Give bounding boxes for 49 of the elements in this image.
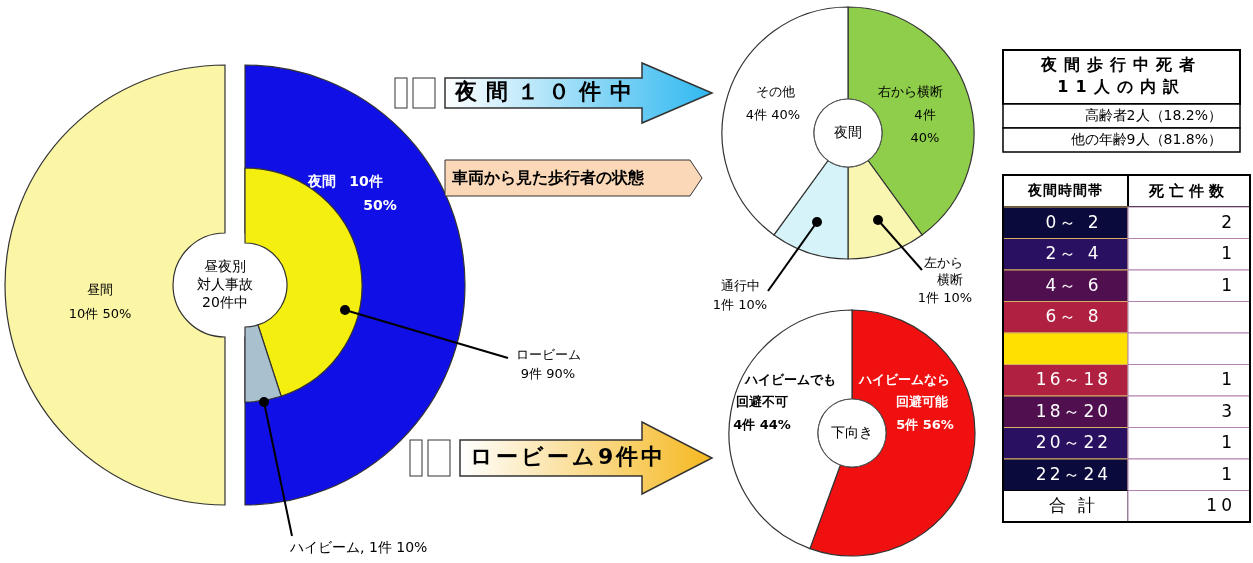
data-label: 1 [1221, 274, 1236, 295]
slice-label: ハイビームなら回避可能 [857, 371, 950, 409]
slice-label: 夜間 [307, 173, 336, 189]
slice-label: ハイビーム, 1件 10% [289, 539, 428, 555]
data-label: 10件 50% [349, 173, 397, 213]
category-label: 0～ 2 [1045, 211, 1102, 232]
data-label: 2 [1221, 211, 1236, 232]
text: ロービーム9件中 [470, 444, 667, 469]
data-label: 1 [1221, 463, 1236, 484]
data-label: 10件 50% [68, 305, 132, 321]
text: 他の年齢9人（81.8%） [1070, 131, 1222, 147]
data-label: 4件 44% [733, 416, 791, 432]
category-label: 2～ 4 [1045, 243, 1102, 264]
category-label: 20～22 [1035, 432, 1112, 453]
text: 20件中 [202, 294, 248, 310]
data-label: 10 [1206, 495, 1236, 516]
text: 高齢者2人（18.2%） [1084, 107, 1222, 123]
slice-label: ハイビームでも回避不可 [736, 371, 836, 409]
category-label: 18～20 [1035, 400, 1112, 421]
category-label: 22～24 [1035, 463, 1112, 484]
slice-label: 左から横断 [923, 254, 963, 287]
text: 下向き [831, 424, 873, 440]
data-label: 1件 10% [712, 296, 768, 312]
category-label: 合 計 [1049, 495, 1098, 516]
category-label: 4～ 6 [1045, 274, 1102, 295]
text: 車両から見た歩行者の状態 [451, 167, 645, 187]
data-label: 9件 90% [520, 365, 576, 381]
data-label: 1 [1221, 432, 1236, 453]
data-label: 1 [1221, 369, 1236, 390]
data-label: 4件 40% [910, 106, 940, 145]
data-label: 4件 40% [745, 106, 801, 122]
category-label: 6～ 8 [1045, 306, 1102, 327]
text: 夜間１０件中 [454, 79, 641, 104]
slice-label: ロービーム [515, 346, 581, 362]
data-label: 5件 56% [896, 416, 954, 432]
text: 対人事故 [197, 276, 253, 292]
text: 夜間歩行中死者11人の内訳 [1040, 54, 1202, 96]
slice-label: その他 [755, 83, 795, 99]
data-label: 3 [1221, 400, 1236, 421]
data-label: 1 [1221, 243, 1236, 264]
text: 死亡件数 [1148, 181, 1229, 200]
slice-label: 昼間 [87, 281, 113, 297]
text: 夜間時間帯 [1027, 182, 1103, 198]
text: 昼夜別 [204, 258, 246, 274]
slice-label: 通行中 [720, 277, 760, 293]
text: 夜間 [834, 124, 862, 140]
category-label: 16～18 [1035, 369, 1112, 390]
data-label: 1件 10% [917, 289, 973, 305]
slice-label: 右から横断 [877, 83, 943, 99]
